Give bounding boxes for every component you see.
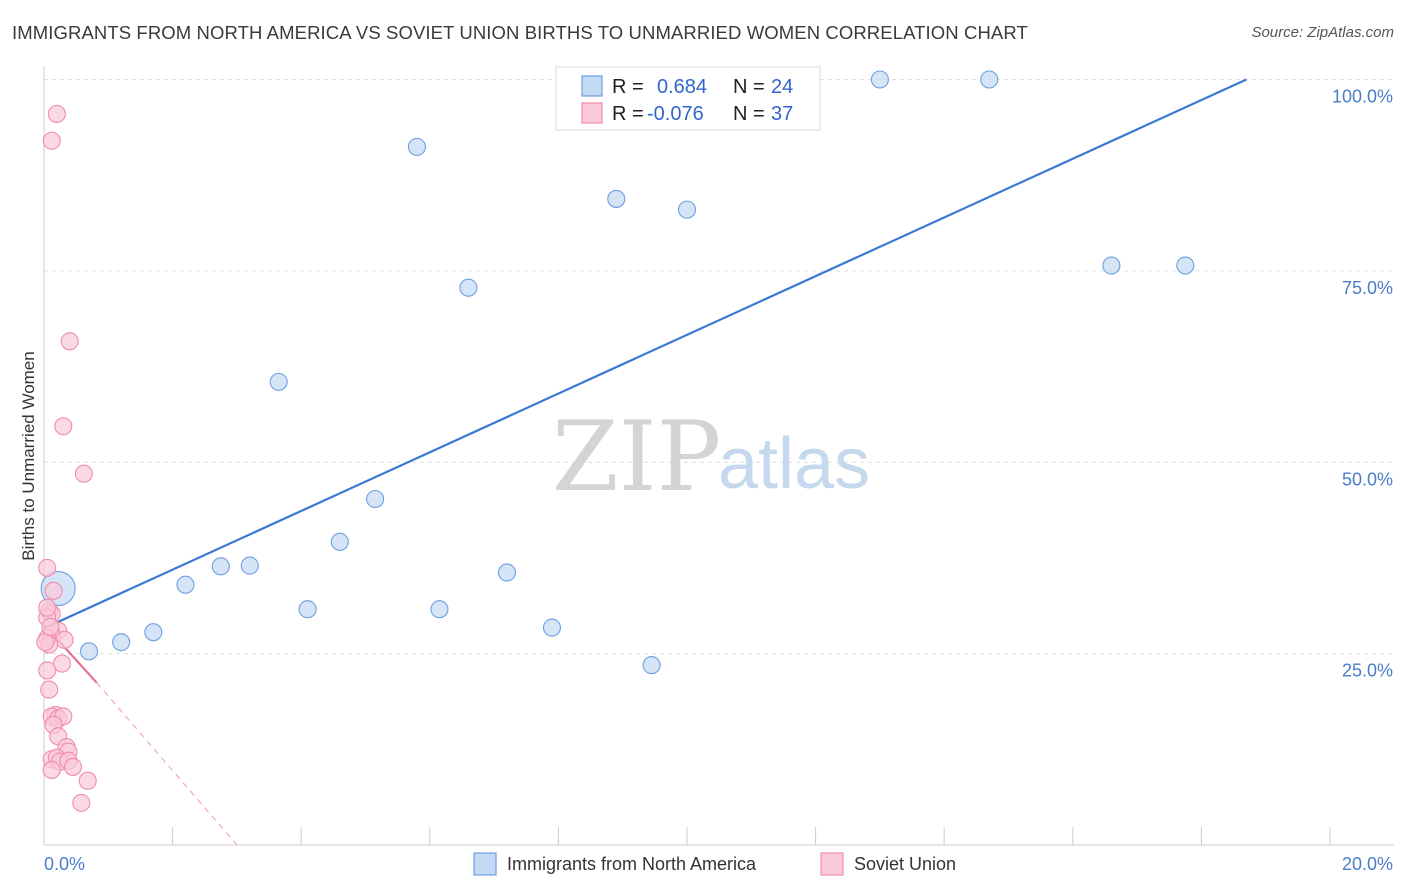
point-soviet-union bbox=[40, 680, 59, 699]
point-north-america bbox=[459, 278, 478, 297]
legend-r-label: R = bbox=[612, 103, 644, 125]
y-tick-label: 25.0% bbox=[1342, 661, 1393, 681]
point-north-america bbox=[980, 70, 999, 89]
y-tick-label: 100.0% bbox=[1332, 87, 1393, 107]
legend-swatch-soviet-union bbox=[581, 102, 603, 124]
legend-r-label: R = bbox=[612, 76, 644, 98]
point-north-america bbox=[430, 600, 449, 619]
legend-n-label: N = bbox=[733, 103, 765, 125]
watermark-atlas: atlas bbox=[718, 424, 870, 504]
point-soviet-union bbox=[41, 617, 60, 636]
point-north-america bbox=[677, 200, 697, 219]
points-layer bbox=[36, 68, 1195, 812]
point-soviet-union bbox=[54, 417, 73, 436]
point-soviet-union bbox=[78, 771, 97, 790]
point-soviet-union bbox=[60, 332, 79, 351]
legend-n-value: 37 bbox=[771, 103, 793, 125]
point-north-america bbox=[607, 189, 626, 208]
y-tick-label: 50.0% bbox=[1342, 469, 1393, 489]
x-tick-label: 20.0% bbox=[1342, 854, 1393, 874]
point-soviet-union bbox=[44, 581, 63, 600]
point-north-america bbox=[269, 372, 288, 391]
chart-title: IMMIGRANTS FROM NORTH AMERICA VS SOVIET … bbox=[12, 22, 1028, 43]
legend-swatch-north-america bbox=[581, 75, 603, 97]
series-legend-swatch-soviet-union bbox=[820, 852, 844, 876]
series-legend-label: Immigrants from North America bbox=[507, 854, 757, 874]
watermark-zip: ZIP bbox=[552, 401, 721, 513]
point-north-america bbox=[497, 563, 517, 582]
point-soviet-union bbox=[42, 760, 61, 780]
point-north-america bbox=[298, 600, 317, 619]
point-soviet-union bbox=[38, 598, 57, 617]
point-north-america bbox=[407, 137, 426, 156]
point-north-america bbox=[79, 642, 99, 661]
point-soviet-union bbox=[38, 661, 57, 680]
point-soviet-union bbox=[55, 630, 74, 649]
series-legend: Immigrants from North America Soviet Uni… bbox=[473, 852, 956, 876]
point-soviet-union bbox=[63, 757, 82, 776]
point-soviet-union bbox=[47, 104, 66, 123]
point-north-america bbox=[542, 618, 562, 637]
chart-source: Source: ZipAtlas.com bbox=[1251, 24, 1394, 41]
point-soviet-union bbox=[72, 793, 91, 812]
legend-n-label: N = bbox=[733, 76, 765, 98]
point-north-america bbox=[870, 70, 889, 89]
y-tick-label: 75.0% bbox=[1342, 278, 1393, 298]
legend-r-value: 0.684 bbox=[657, 76, 707, 98]
point-soviet-union bbox=[52, 654, 72, 673]
point-north-america bbox=[1102, 256, 1121, 275]
trendline-soviet-union-extension bbox=[96, 682, 238, 846]
point-north-america bbox=[240, 556, 259, 575]
point-north-america bbox=[330, 532, 349, 551]
trendline-north-america bbox=[43, 78, 1247, 630]
stats-legend: R = 0.684 N = 24 R = -0.076 N = 37 bbox=[555, 66, 821, 131]
y-axis-title: Births to Unmarried Women bbox=[19, 351, 38, 560]
point-north-america bbox=[144, 623, 163, 642]
point-north-america bbox=[642, 656, 661, 675]
point-soviet-union bbox=[74, 464, 93, 483]
point-north-america bbox=[366, 489, 385, 509]
point-soviet-union bbox=[36, 633, 55, 652]
point-north-america bbox=[211, 557, 230, 576]
series-legend-swatch-north-america bbox=[473, 852, 497, 876]
legend-n-value: 24 bbox=[771, 76, 793, 98]
point-soviet-union bbox=[42, 131, 61, 150]
series-legend-label: Soviet Union bbox=[854, 854, 956, 874]
x-tick-label: 0.0% bbox=[44, 854, 85, 874]
point-north-america bbox=[1176, 256, 1195, 275]
point-north-america bbox=[176, 575, 195, 594]
watermark: ZIP atlas bbox=[552, 401, 870, 513]
point-soviet-union bbox=[38, 558, 57, 577]
legend-r-value: -0.076 bbox=[647, 103, 704, 125]
point-north-america bbox=[112, 633, 131, 652]
